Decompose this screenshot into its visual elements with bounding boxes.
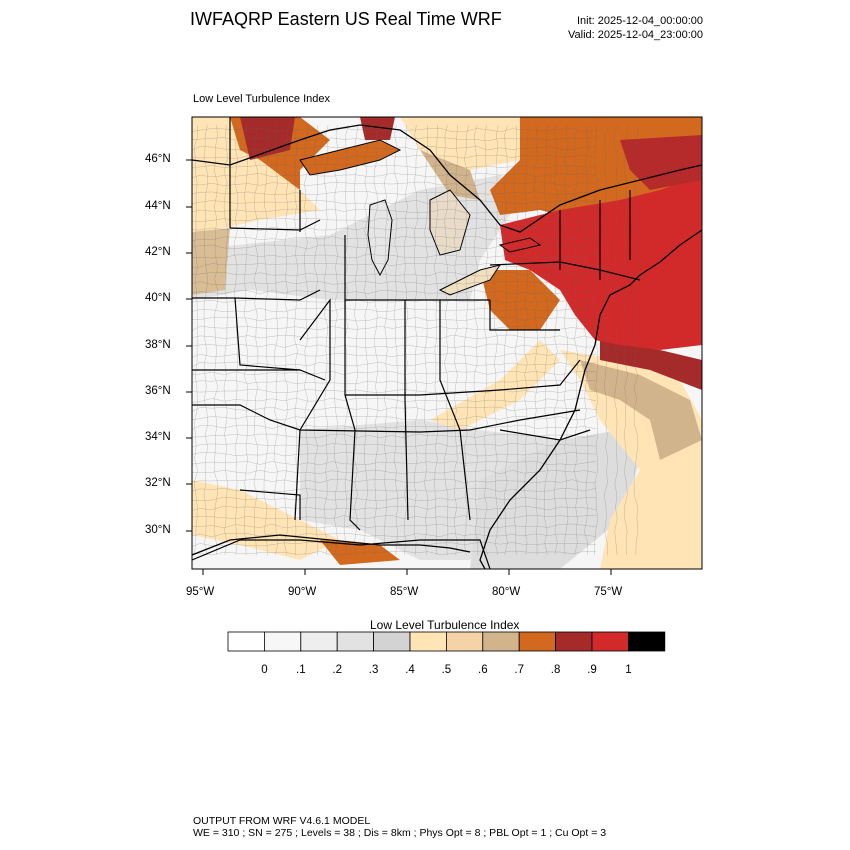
colorbar-tick-label: .9 (587, 664, 597, 676)
colorbar-tick-label: .2 (332, 664, 342, 676)
footer-line-2: WE = 310 ; SN = 275 ; Levels = 38 ; Dis … (193, 827, 607, 839)
colorbar-swatch (591, 631, 629, 652)
colorbar-tick-label: .3 (369, 664, 379, 676)
map-frame (191, 116, 703, 570)
lon-label: 90°W (288, 586, 317, 598)
valid-time-block: Init: 2025-12-04_00:00:00 Valid: 2025-12… (568, 14, 703, 42)
axis-ticks (186, 159, 612, 575)
field-peach-nw (192, 117, 320, 235)
field-tan-atlantic (580, 360, 702, 460)
colorbar-swatch (482, 631, 520, 652)
colorbar-swatch (409, 631, 447, 652)
colorbar-swatch (628, 631, 666, 652)
lon-label: 80°W (492, 586, 521, 598)
colorbar-swatch (373, 631, 411, 652)
lat-label: 40°N (145, 292, 171, 304)
colorbar-tick-label: .4 (405, 664, 415, 676)
footer-line-1: OUTPUT FROM WRF V4.6.1 MODEL (193, 815, 371, 827)
field-red-maine (620, 135, 702, 190)
colorbar-tick-label: 0 (261, 664, 267, 676)
field-red-northeast (500, 175, 702, 350)
colorbar-swatch (555, 631, 593, 652)
colorbar-swatch (445, 631, 484, 652)
lake-superior (299, 139, 402, 176)
lat-label: 44°N (145, 200, 171, 212)
field-tan-west (192, 228, 230, 295)
state-borders (192, 117, 641, 569)
lat-label: 38°N (145, 339, 171, 351)
lat-label: 32°N (145, 477, 171, 489)
map-subtitle: Low Level Turbulence Index (193, 93, 330, 105)
colorbar-tick-label: .1 (296, 664, 306, 676)
colorbar-tick-label: .7 (514, 664, 524, 676)
lon-label: 75°W (594, 586, 623, 598)
colorbar-swatch (300, 631, 338, 652)
lat-label: 46°N (145, 153, 171, 165)
lon-label: 85°W (390, 586, 419, 598)
colorbar-tick-label: .5 (442, 664, 452, 676)
colorbar-swatch (227, 631, 265, 652)
colorbar: 0 .1 .2 .3 .4 .5 .6 .7 .8 .9 1 (227, 631, 666, 676)
lat-label: 42°N (145, 246, 171, 258)
colorbar-swatch (336, 631, 375, 652)
colorbar-swatch (263, 631, 302, 652)
field-peach-appalachia (430, 340, 560, 430)
coastlines (192, 124, 702, 569)
colorbar-title: Low Level Turbulence Index (370, 618, 520, 632)
lat-label: 34°N (145, 431, 171, 443)
lon-label: 95°W (186, 586, 215, 598)
field-orange-gulfcoast (320, 540, 400, 565)
init-time: Init: 2025-12-04_00:00:00 (577, 15, 703, 27)
lat-label: 30°N (145, 524, 171, 536)
field-darkred-superior (360, 117, 395, 140)
valid-time: Valid: 2025-12-04_23:00:00 (568, 29, 703, 41)
county-texture (192, 124, 639, 556)
lat-label: 36°N (145, 385, 171, 397)
model-footer: OUTPUT FROM WRF V4.6.1 MODEL WE = 310 ; … (193, 815, 606, 839)
colorbar-swatch (518, 631, 557, 652)
lake-ontario (498, 237, 542, 253)
colorbar-tick-label: .6 (478, 664, 488, 676)
field-orange-midatlantic (480, 270, 560, 330)
colorbar-tick-label: .8 (551, 664, 561, 676)
colorbar-tick-label: 1 (625, 664, 631, 676)
lake-huron (429, 189, 471, 256)
plot-title: IWFAQRP Eastern US Real Time WRF (190, 9, 502, 29)
map-field (192, 117, 702, 569)
field-darkred-offshore (600, 340, 702, 390)
